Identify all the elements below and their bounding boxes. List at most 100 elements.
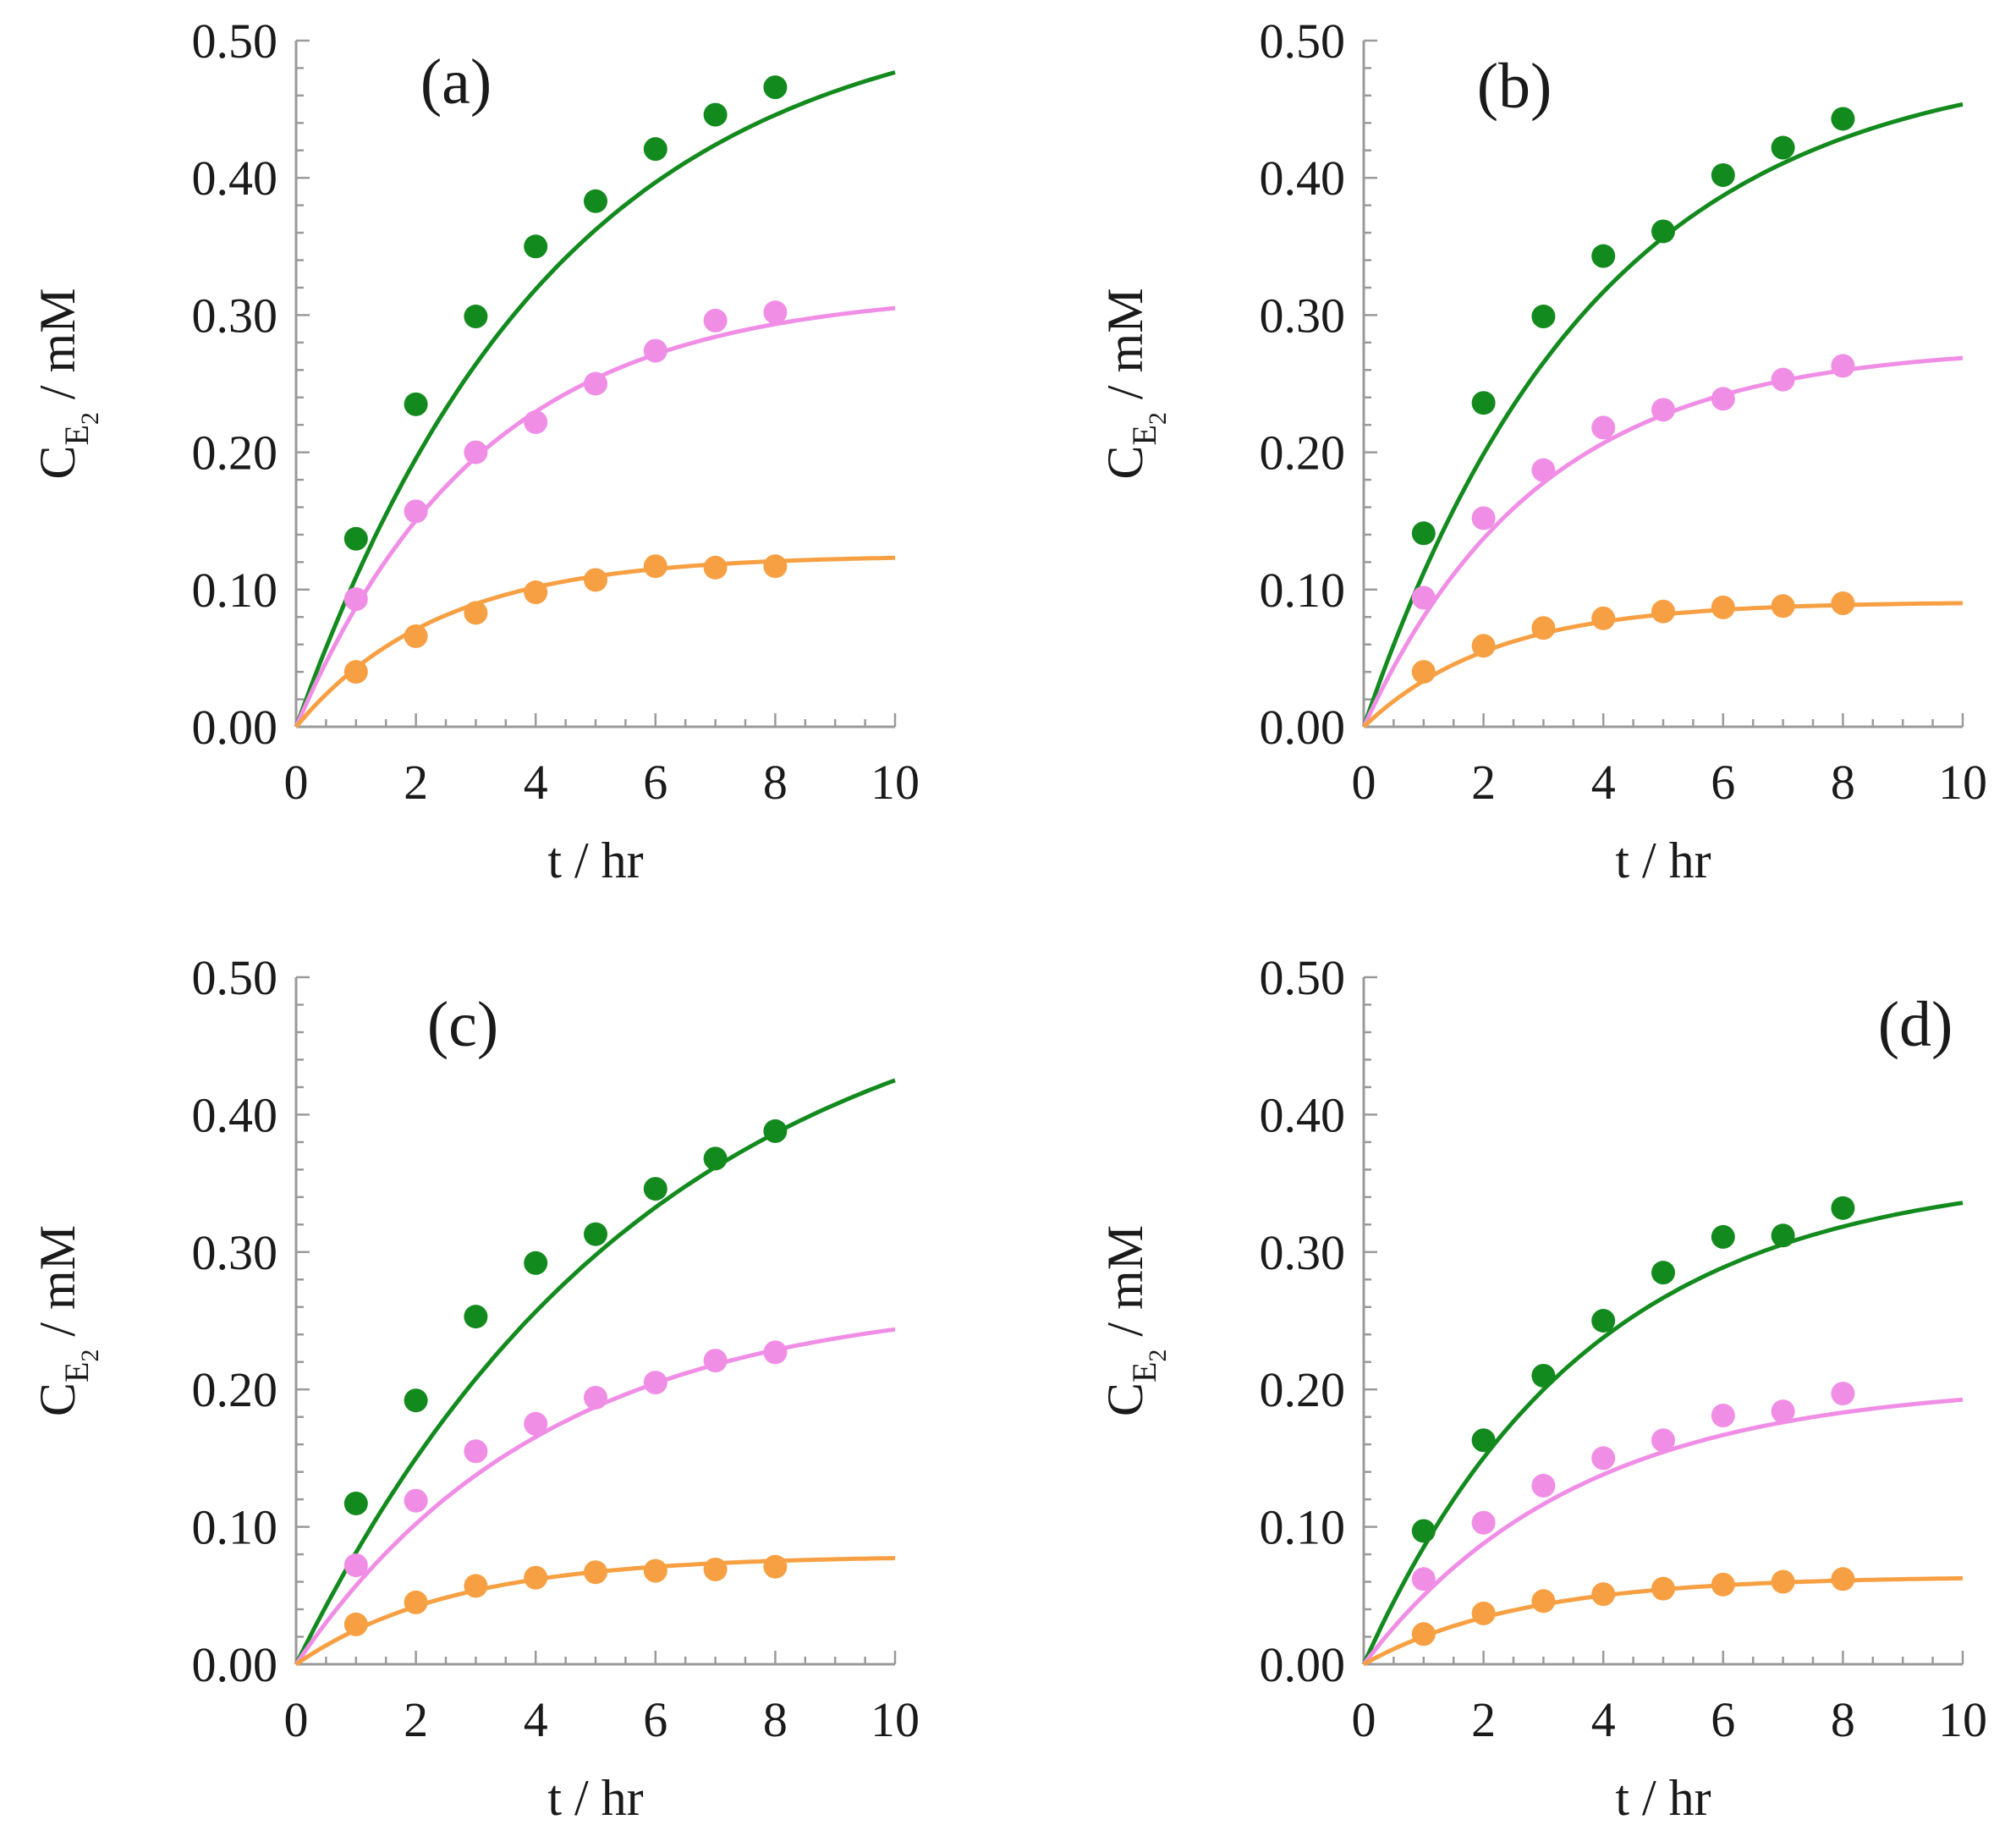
x-tick-label: 2	[404, 755, 428, 810]
x-tick-label: 10	[1938, 1692, 1987, 1747]
x-tick-label: 6	[643, 1692, 667, 1747]
series-green	[1361, 1196, 1964, 1666]
data-point	[703, 555, 728, 580]
data-point	[1471, 1428, 1496, 1453]
data-point	[1651, 219, 1675, 244]
data-point	[524, 1565, 548, 1590]
data-point	[464, 1574, 488, 1598]
data-point	[1831, 107, 1855, 131]
x-tick-label: 6	[1711, 1692, 1735, 1747]
data-point	[1471, 391, 1496, 415]
series-green	[294, 70, 896, 728]
y-tick-label: 0.50	[192, 14, 278, 69]
chart-panel-a: 0.000.100.200.300.400.500 2 4 6 8 10t / hrCE2…	[30, 14, 920, 888]
y-tick-label: 0.50	[1260, 950, 1346, 1005]
y-axis-label: CE2 / mM	[1097, 1225, 1172, 1416]
data-point	[1771, 1569, 1795, 1594]
y-tick-label: 0.20	[192, 1362, 278, 1417]
data-point	[643, 1371, 667, 1395]
data-point	[1651, 1428, 1675, 1453]
data-point	[1471, 1601, 1496, 1625]
y-tick-label: 0.40	[1260, 151, 1346, 206]
y-label-main: C	[30, 446, 85, 480]
panel-label-b: (b)	[1477, 51, 1552, 122]
x-tick-label: 0	[284, 1692, 309, 1747]
data-point	[1411, 1567, 1436, 1591]
y-tick-label: 0.40	[192, 151, 278, 206]
data-point	[1591, 244, 1616, 268]
x-axis-label: t / hr	[1615, 1770, 1711, 1826]
data-point	[464, 305, 488, 329]
data-point	[1831, 354, 1855, 378]
y-tick-label: 0.00	[1260, 1637, 1346, 1692]
data-point	[703, 1557, 728, 1581]
data-point	[1531, 305, 1556, 329]
series-orange	[1362, 1567, 1964, 1667]
data-point	[464, 1439, 488, 1464]
data-point	[1411, 1622, 1436, 1646]
data-point	[1531, 1473, 1556, 1498]
x-tick-label: 8	[1831, 1692, 1855, 1747]
data-point	[584, 1560, 607, 1585]
data-point	[763, 1554, 788, 1579]
data-point	[1771, 1399, 1795, 1424]
y-label-sub: E	[58, 1362, 96, 1383]
data-point	[1651, 599, 1675, 624]
y-label-main: C	[1097, 1383, 1153, 1416]
fit-curve	[1361, 1201, 1964, 1666]
y-tick-label: 0.30	[192, 1225, 278, 1280]
series-green	[1361, 102, 1964, 728]
x-axis-label: t / hr	[547, 1770, 643, 1826]
data-point	[703, 102, 728, 127]
y-tick-label: 0.10	[192, 1500, 278, 1555]
x-tick-label: 2	[404, 1692, 428, 1747]
series-green	[294, 1078, 896, 1666]
series-pink	[1362, 1382, 1964, 1666]
series-orange	[294, 1554, 896, 1667]
data-point	[1711, 1572, 1735, 1597]
data-point	[464, 440, 488, 464]
data-point	[404, 1488, 428, 1513]
data-point	[1711, 387, 1735, 411]
y-tick-label: 0.50	[1260, 14, 1346, 69]
data-point	[1411, 585, 1436, 610]
data-point	[464, 1305, 488, 1329]
y-axis-label: CE2 / mM	[30, 288, 104, 479]
chart-panel-d: 0.000.100.200.300.400.500 2 4 6 8 10t / hrCE2…	[1097, 950, 1987, 1826]
data-point	[643, 338, 667, 363]
x-tick-label: 0	[1352, 755, 1376, 810]
y-tick-label: 0.00	[192, 700, 278, 755]
data-point	[763, 75, 788, 100]
data-point	[343, 1612, 368, 1636]
y-label-unit: / mM	[1097, 288, 1153, 412]
y-tick-label: 0.20	[192, 426, 278, 481]
series-pink	[294, 1327, 896, 1666]
data-point	[524, 1251, 548, 1275]
data-point	[524, 580, 548, 605]
chart-panel-c: 0.000.100.200.300.400.500 2 4 6 8 10t / hrCE2…	[30, 950, 920, 1826]
data-point	[1471, 634, 1496, 658]
y-axis-label: CE2 / mM	[30, 1225, 104, 1416]
x-axis-label: t / hr	[1615, 833, 1711, 888]
data-point	[643, 554, 667, 579]
data-point	[343, 1553, 368, 1578]
data-point	[524, 1411, 548, 1436]
data-point	[1471, 1510, 1496, 1535]
y-label-subsub: 2	[1144, 1350, 1172, 1362]
data-point	[1771, 135, 1795, 160]
data-point	[1831, 591, 1855, 616]
data-point	[1591, 1309, 1616, 1333]
data-point	[1591, 606, 1616, 630]
y-label-unit: / mM	[1097, 1225, 1153, 1350]
data-point	[763, 1119, 788, 1143]
data-point	[404, 624, 428, 648]
data-point	[643, 137, 667, 162]
y-tick-label: 0.40	[1260, 1087, 1346, 1142]
x-tick-label: 8	[1831, 755, 1855, 810]
data-point	[763, 300, 788, 325]
data-point	[1831, 1382, 1855, 1406]
y-tick-label: 0.10	[192, 563, 278, 618]
x-tick-label: 4	[1591, 1692, 1616, 1747]
data-point	[1711, 1404, 1735, 1428]
y-tick-label: 0.10	[1260, 563, 1346, 618]
